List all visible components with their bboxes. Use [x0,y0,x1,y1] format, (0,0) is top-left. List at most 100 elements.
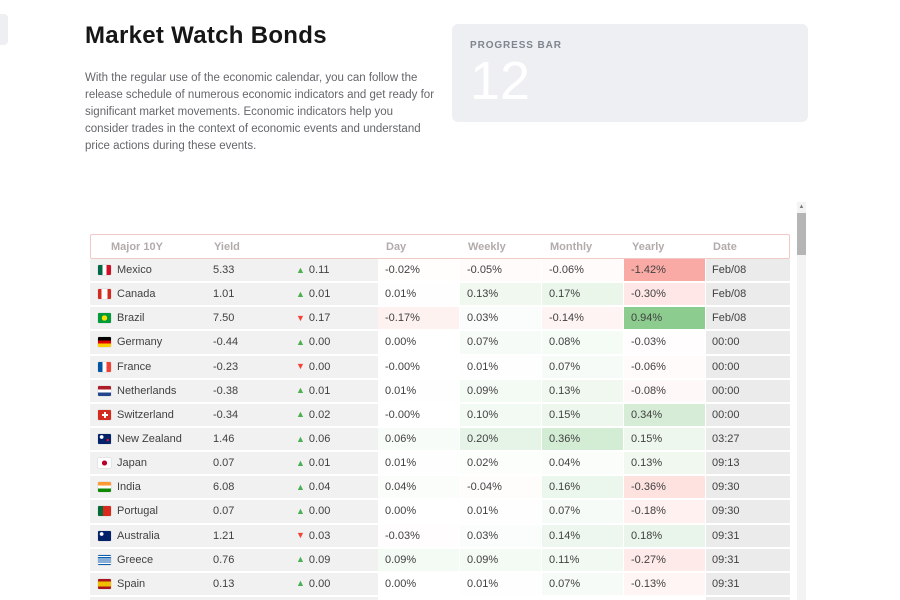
date-cell: Feb/08 [706,307,790,330]
yield-value: 0.13 [200,572,285,595]
monthly-cell: 0.07% [542,572,624,595]
yearly-cell: 0.15% [624,427,706,451]
up-arrow-icon: ▲ [296,505,305,516]
up-arrow-icon: ▲ [296,264,305,275]
monthly-cell: 0.14% [542,524,624,547]
weekly-cell: 0.03% [460,524,542,547]
table-row[interactable]: Switzerland -0.34 ▲ 0.02 -0.00% 0.10% 0.… [90,403,790,428]
monthly-cell: 0.16% [542,476,624,499]
weekly-cell: 0.01% [460,572,542,595]
change-value: 0.00 [308,577,331,590]
yearly-cell: -1.42% [624,259,706,282]
country-name: New Zealand [117,433,182,446]
column-header-change [286,235,379,258]
column-header-yearly: Yearly [632,240,665,253]
page-description: With the regular use of the economic cal… [85,72,435,153]
change-value: 0.01 [308,457,331,470]
table-row[interactable]: India 6.08 ▲ 0.04 0.04% -0.04% 0.16% -0.… [90,476,790,501]
progress-card-value: 12 [470,51,531,111]
day-cell: 0.01% [378,283,460,306]
up-arrow-icon: ▲ [296,481,305,492]
day-cell: 0.01% [378,452,460,475]
day-cell: 0.09% [378,548,460,571]
page-title: Market Watch Bonds [85,22,327,49]
monthly-cell: 0.17% [542,283,624,306]
day-cell: -0.00% [378,403,460,426]
weekly-cell: 0.10% [460,403,542,426]
change-value: 0.01 [308,288,331,301]
flag-india-icon [98,482,111,493]
weekly-cell: 0.20% [460,427,542,451]
table-row[interactable]: Greece 0.76 ▲ 0.09 0.09% 0.09% 0.11% -0.… [90,548,790,573]
monthly-cell: -0.06% [542,259,624,282]
change-value: 0.00 [308,360,331,373]
table-row[interactable]: Germany -0.44 ▲ 0.00 0.00% 0.07% 0.08% -… [90,331,790,356]
date-cell: Feb/08 [706,283,790,306]
up-arrow-icon: ▲ [296,409,305,420]
yield-value: -0.44 [200,331,285,354]
yield-value: -0.23 [200,355,285,378]
flag-greece-icon [98,554,111,565]
date-cell: Feb/08 [706,259,790,282]
change-value: 0.00 [308,505,331,518]
flag-netherlands-icon [98,385,111,396]
country-name: Spain [117,577,146,590]
day-cell: 0.00% [378,331,460,354]
down-arrow-icon: ▼ [296,361,305,372]
date-cell: 00:00 [706,355,790,378]
change-value: 0.17 [308,312,331,325]
down-arrow-icon: ▼ [296,530,305,541]
table-row[interactable]: Spain 0.13 ▲ 0.00 0.00% 0.01% 0.07% -0.1… [90,572,790,597]
bonds-table: Major 10Y Yield Day Weekly Monthly Yearl… [90,234,790,600]
monthly-cell: 0.07% [542,355,624,378]
column-header-monthly: Monthly [550,240,593,253]
up-arrow-icon: ▲ [296,578,305,589]
date-cell: 09:31 [706,572,790,595]
weekly-cell: 0.01% [460,355,542,378]
table-row[interactable]: Mexico 5.33 ▲ 0.11 -0.02% -0.05% -0.06% … [90,259,790,284]
monthly-cell: 0.11% [542,548,624,571]
date-cell: 00:00 [706,379,790,402]
monthly-cell: 0.04% [542,452,624,475]
scroll-up-icon[interactable]: ▲ [798,204,805,210]
table-row[interactable]: Portugal 0.07 ▲ 0.00 0.00% 0.01% 0.07% -… [90,500,790,525]
country-name: France [117,360,152,373]
table-row[interactable]: New Zealand 1.46 ▲ 0.06 0.06% 0.20% 0.36… [90,427,790,453]
column-header-yield: Yield [214,240,240,253]
table-row-partial [90,596,790,600]
table-row[interactable]: France -0.23 ▼ 0.00 -0.00% 0.01% 0.07% -… [90,355,790,380]
monthly-cell: 0.36% [542,427,624,451]
scrollbar-thumb[interactable] [797,213,806,255]
yield-value: -0.34 [200,403,285,426]
yield-value: 0.76 [200,548,285,571]
yearly-cell: -0.06% [624,355,706,378]
yield-value: 1.21 [200,524,285,547]
yearly-cell: 0.34% [624,403,706,426]
table-row[interactable]: Canada 1.01 ▲ 0.01 0.01% 0.13% 0.17% -0.… [90,283,790,308]
yearly-cell: -0.18% [624,500,706,523]
monthly-cell: 0.15% [542,403,624,426]
change-value: 0.00 [308,336,331,349]
table-row[interactable]: Brazil 7.50 ▼ 0.17 -0.17% 0.03% -0.14% 0… [90,307,790,332]
table-row[interactable]: Japan 0.07 ▲ 0.01 0.01% 0.02% 0.04% 0.13… [90,452,790,477]
monthly-cell: 0.07% [542,500,624,523]
yield-value: 1.46 [200,427,285,451]
weekly-cell: 0.13% [460,283,542,306]
country-name: Germany [117,336,163,349]
country-name: Switzerland [117,408,174,421]
country-name: India [117,481,141,494]
side-tab[interactable] [0,14,8,45]
yearly-cell: 0.18% [624,524,706,547]
country-name: Japan [117,457,147,470]
day-cell: -0.02% [378,259,460,282]
yearly-cell: -0.03% [624,331,706,354]
table-row[interactable]: Australia 1.21 ▼ 0.03 -0.03% 0.03% 0.14%… [90,524,790,549]
yearly-cell: 0.94% [624,307,706,330]
date-cell: 09:31 [706,524,790,547]
up-arrow-icon: ▲ [296,433,305,444]
day-cell: 0.04% [378,476,460,499]
flag-portugal-icon [98,506,111,517]
table-row[interactable]: Netherlands -0.38 ▲ 0.01 0.01% 0.09% 0.1… [90,379,790,404]
country-name: Brazil [117,312,145,325]
table-scrollbar[interactable]: ▲ [797,202,806,600]
